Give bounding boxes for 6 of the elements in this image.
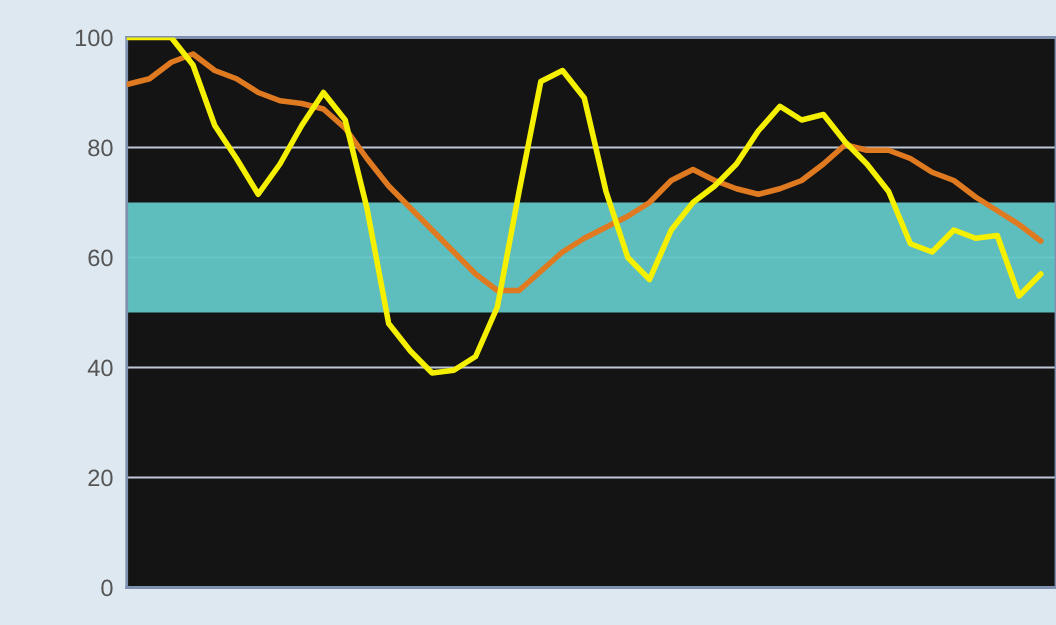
y-tick-label: 40 bbox=[87, 359, 113, 377]
y-tick-label: 100 bbox=[75, 29, 113, 47]
y-tick-label: 0 bbox=[101, 579, 113, 597]
y-tick-label: 20 bbox=[88, 469, 113, 487]
y-tick-label: 80 bbox=[88, 139, 113, 157]
y-tick-label: 60 bbox=[88, 249, 113, 267]
